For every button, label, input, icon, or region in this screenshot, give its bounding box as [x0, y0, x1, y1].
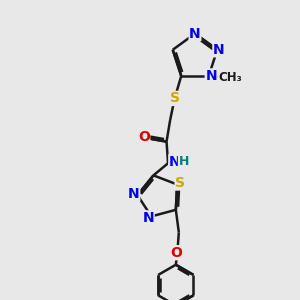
Text: H: H — [178, 155, 189, 168]
Text: CH₃: CH₃ — [218, 71, 242, 84]
Text: N: N — [169, 155, 181, 169]
Text: N: N — [213, 43, 225, 57]
Text: S: S — [175, 176, 185, 190]
Text: N: N — [142, 211, 154, 225]
Text: O: O — [138, 130, 150, 143]
Text: S: S — [169, 92, 180, 105]
Text: N: N — [189, 27, 201, 40]
Text: N: N — [128, 187, 140, 201]
Text: O: O — [170, 246, 182, 260]
Text: N: N — [205, 69, 217, 83]
